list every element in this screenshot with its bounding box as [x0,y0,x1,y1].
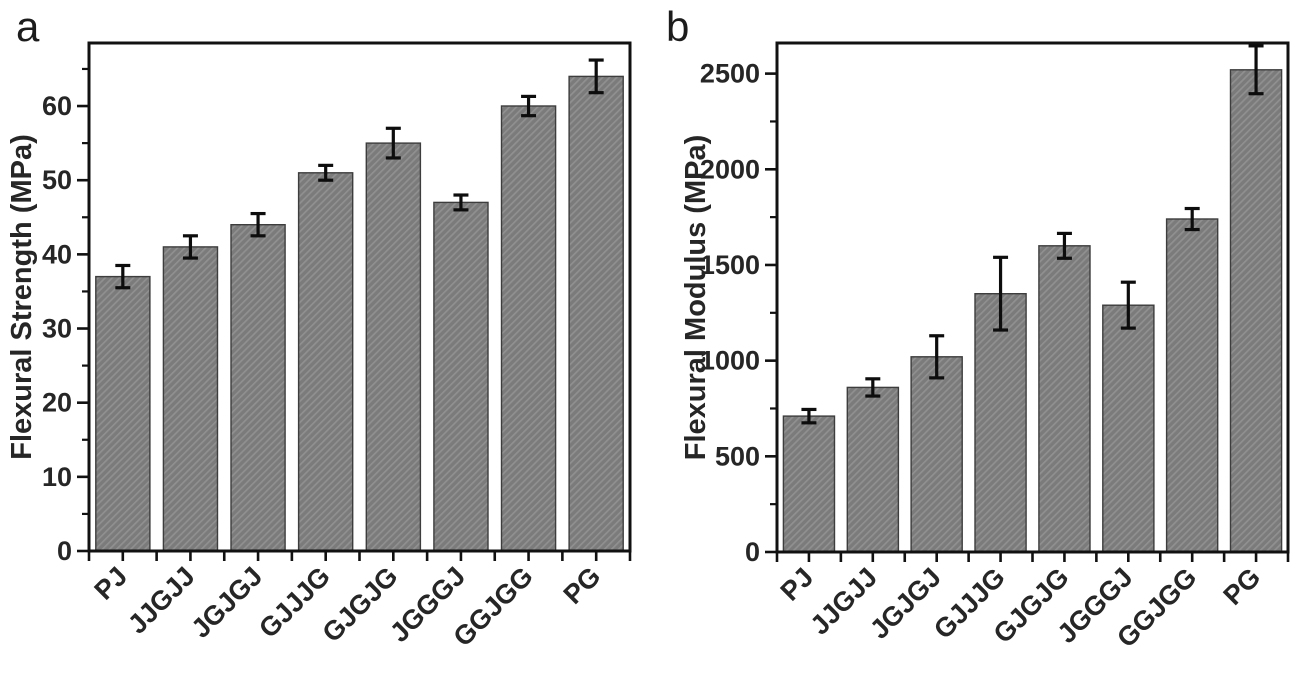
error-bar-gjgjg [1056,231,1072,260]
x-tick-label: JGJGJ [864,562,947,645]
y-tick-label: 500 [715,441,760,471]
y-tick-label: 1500 [700,250,760,280]
bar-ggjgg [500,105,557,552]
panel-a: a PJ JJGJJ JGJGJ GJJJG GJGJG JGGGJ GGJGG PG 0 10 2… [0,0,650,674]
panel-label-a: a [16,3,40,50]
error-bar-gjjjg [318,163,334,182]
y-tick-label: 10 [42,462,72,492]
bar-pg [568,75,624,552]
error-bar-gjjjg [993,255,1009,332]
y-tick-label: 0 [57,536,72,566]
bar-pj [782,415,836,553]
y-tick-label: 60 [42,91,72,121]
y-tick-label: 2000 [700,154,760,184]
y-tick-label: 0 [745,537,760,567]
error-bar-jjgjj [182,234,198,260]
bar-jjgjj [162,246,219,552]
panel-label-b: b [666,3,690,50]
bar-jgjgj [910,356,963,553]
x-axis-ticks [87,551,632,561]
bar-jgggj [433,201,489,552]
x-tick-label: PJ [775,562,820,607]
bar-jgggj [1102,304,1155,553]
x-tick-label: JGJGJ [186,561,269,644]
error-bar-pg [588,58,604,95]
bar-ggjgg [1165,218,1219,553]
bar-gjgjg [1038,245,1091,553]
error-bar-jgggj [1120,280,1136,330]
bars-group [782,69,1283,553]
x-tick-label: JJGJJ [122,561,201,640]
error-bars-group [801,44,1264,425]
error-bar-ggjgg [521,94,537,118]
bar-pj [95,275,151,552]
error-bar-gjgjg [385,126,401,160]
y-tick-label: 2500 [700,59,760,89]
error-bar-pg [1248,44,1264,96]
bar-jjgjj [846,386,900,553]
error-bar-pj [801,407,817,425]
error-bar-jgjgj [250,211,266,238]
x-tick-label: PG [558,561,607,610]
y-axis-ticks: 0 10 20 30 40 50 60 [42,67,89,566]
y-tick-label: 1000 [700,346,760,376]
y-tick-label: 20 [42,388,72,418]
bar-gjjjg [297,172,354,552]
y-axis-title: Flexural Modulus (MPa) [680,135,712,460]
y-tick-label: 40 [42,239,72,269]
error-bar-jgggj [453,193,469,212]
y-axis-title: Flexural Strength (MPa) [6,134,38,460]
error-bars-group [115,58,604,290]
y-axis-ticks: 0 500 1000 1500 2000 2500 [700,59,777,567]
x-axis-ticks [775,552,1290,562]
bar-pg [1229,69,1283,553]
bars-group [95,75,624,552]
y-tick-label: 30 [42,314,72,344]
error-bar-ggjgg [1184,206,1200,232]
bar-gjjjg [974,293,1027,553]
x-tick-label: PG [1218,562,1267,611]
y-tick-label: 50 [42,165,72,195]
error-bar-jjgjj [865,377,881,398]
error-bar-pj [115,263,131,290]
bar-jgjgj [230,223,286,552]
x-tick-label: PJ [88,561,133,606]
x-tick-label: GJGJG [317,561,404,648]
error-bar-jgjgj [929,334,945,380]
panel-b: b PJ JJGJJ JGJGJ GJJJG GJGJG JGGGJ GGJGG PG 0 500… [650,0,1304,674]
bar-gjgjg [365,142,422,552]
